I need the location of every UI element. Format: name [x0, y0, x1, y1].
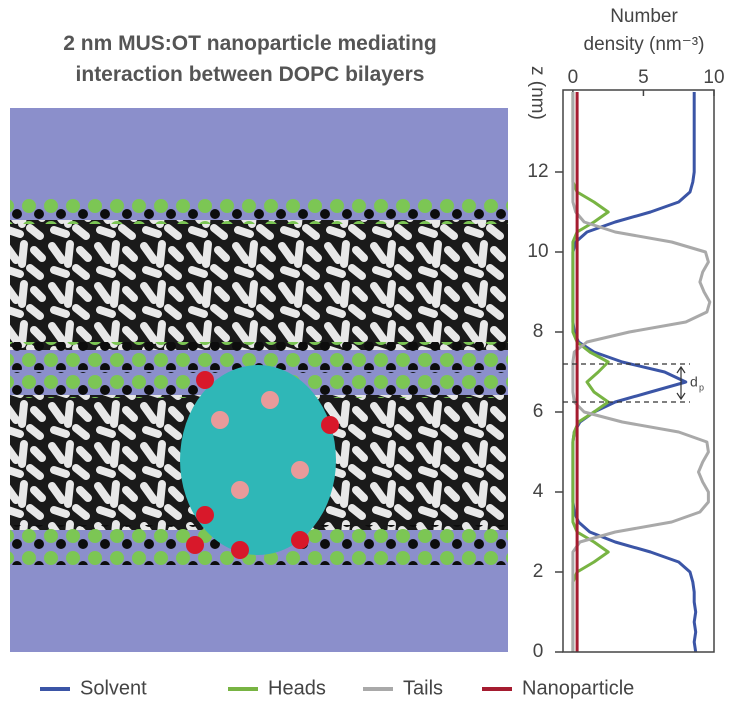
annotation-text: d — [690, 374, 698, 390]
legend-label: Heads — [268, 677, 326, 699]
plot-frame — [562, 89, 715, 653]
np-bead — [186, 536, 204, 554]
np-bead — [211, 411, 229, 429]
y-tick-label: 10 — [527, 241, 548, 262]
y-tick-label: 8 — [533, 321, 544, 342]
np-core — [180, 365, 336, 555]
np-bead — [291, 461, 309, 479]
np-bead — [261, 391, 279, 409]
legend-label: Nanoparticle — [522, 677, 634, 699]
density-line — [571, 92, 712, 652]
y-tick-label: 2 — [533, 561, 544, 582]
x-tick-label: 5 — [638, 67, 649, 88]
annotation-subscript: p — [699, 382, 704, 392]
title-line: 2 nm MUS:OT nanoparticle mediating — [63, 32, 436, 55]
np-bead — [196, 371, 214, 389]
snapshot — [10, 108, 508, 652]
title-line: interaction between DOPC bilayers — [76, 63, 425, 86]
np-bead — [196, 506, 214, 524]
nanoparticle — [180, 365, 339, 559]
tail-layer — [10, 220, 508, 350]
x-axis-label: density (nm⁻³) — [584, 34, 705, 55]
np-bead — [291, 531, 309, 549]
y-axis-label: z (nm) — [527, 66, 548, 120]
np-bead — [231, 541, 249, 559]
np-bead — [231, 481, 249, 499]
np-bead — [321, 416, 339, 434]
legend-label: Tails — [403, 677, 443, 699]
x-tick-label: 0 — [568, 67, 579, 88]
y-tick-label: 4 — [533, 481, 544, 502]
density-line — [571, 92, 698, 653]
y-tick-label: 12 — [527, 161, 548, 182]
x-axis-label: Number — [610, 6, 678, 27]
head-layer — [10, 198, 508, 224]
y-tick-label: 0 — [533, 641, 544, 662]
legend-label: Solvent — [80, 677, 147, 699]
y-tick-label: 6 — [533, 401, 544, 422]
x-tick-label: 10 — [703, 67, 724, 88]
arrow-head — [676, 365, 686, 401]
